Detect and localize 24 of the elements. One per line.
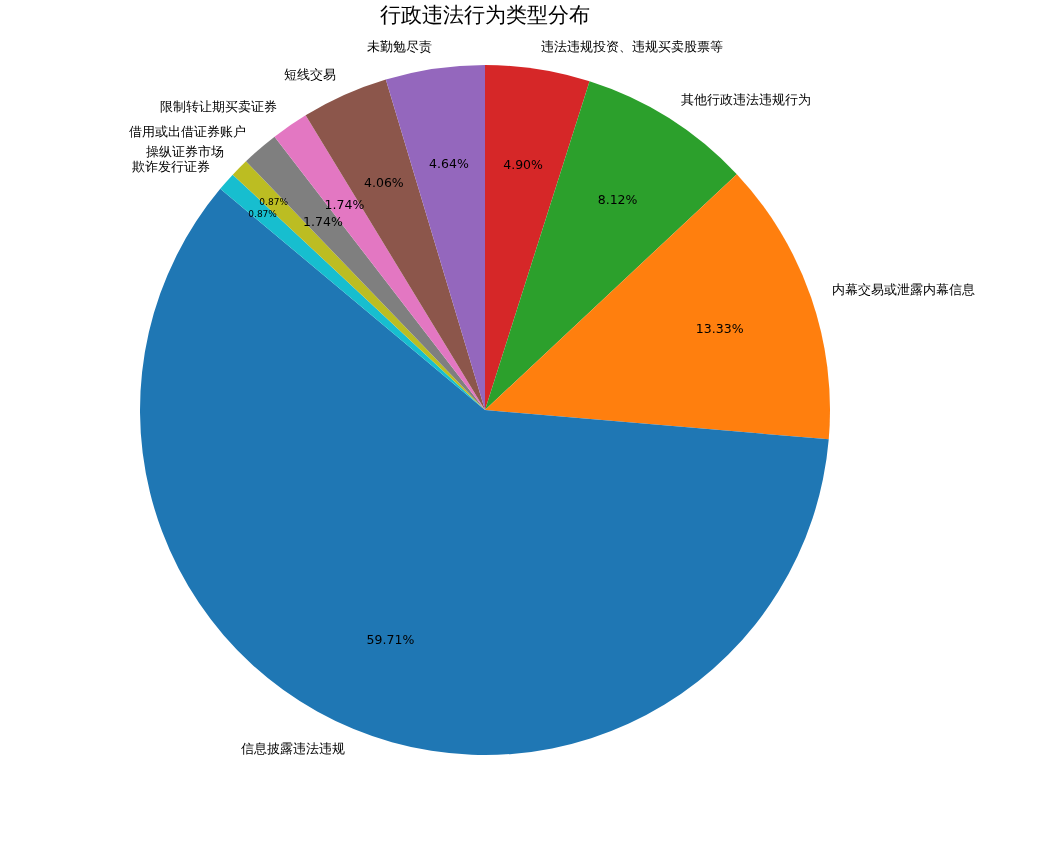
slice-label: 其他行政违法违规行为 xyxy=(680,91,811,107)
data-label: 1.74% xyxy=(324,197,365,213)
slice-label: 欺诈发行证券 xyxy=(131,159,210,175)
data-label: 0.87% xyxy=(248,208,278,219)
slice-label: 借用或出借证券账户 xyxy=(128,123,246,139)
data-label: 4.64% xyxy=(429,156,469,172)
slice-label: 信息披露违法违规 xyxy=(241,741,346,757)
chart-title: 行政违法行为类型分布 xyxy=(380,3,590,27)
slice-label: 操纵证券市场 xyxy=(145,144,224,160)
data-label: 13.33% xyxy=(695,320,744,336)
data-label: 4.06% xyxy=(364,175,404,191)
pie-slice xyxy=(485,174,830,440)
slice-label: 限制转让期买卖证券 xyxy=(160,99,278,115)
pie-slice xyxy=(305,79,485,410)
data-label: 59.71% xyxy=(366,631,415,647)
slice-label: 违法违规投资、违规买卖股票等 xyxy=(541,39,724,55)
data-label: 4.90% xyxy=(503,156,544,172)
data-label: 0.87% xyxy=(259,196,289,207)
pie-slice xyxy=(140,188,829,755)
slice-label: 短线交易 xyxy=(283,66,336,82)
slice-label: 未勤勉尽责 xyxy=(366,38,432,54)
pie-slice xyxy=(485,65,590,410)
slice-label: 内幕交易或泄露内幕信息 xyxy=(831,281,975,297)
data-label: 8.12% xyxy=(597,191,638,207)
